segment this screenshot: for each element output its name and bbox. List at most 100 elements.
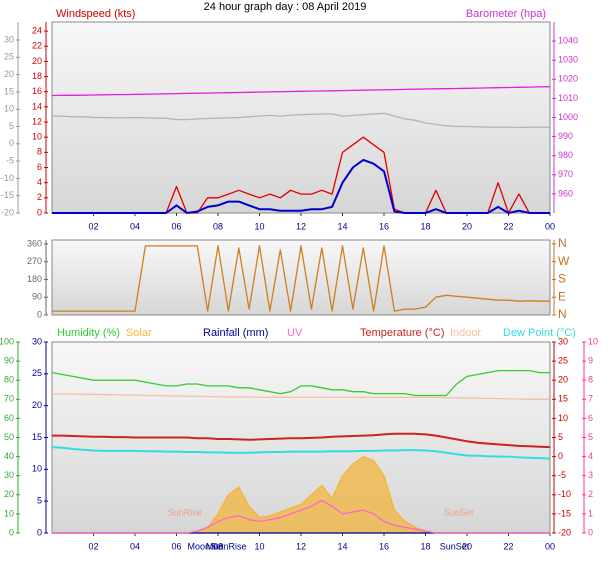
- y-tick-label: 25: [32, 368, 42, 378]
- y-tick-label: 2: [588, 489, 593, 499]
- y-tick-label: 980: [558, 150, 573, 160]
- x-tick-label: 16: [379, 221, 389, 231]
- y-tick-label: 180: [27, 274, 42, 284]
- y-tick-label: 8: [37, 147, 42, 157]
- y-tick-label: 25: [4, 52, 14, 62]
- y-tick-label: 7: [588, 394, 593, 404]
- annotation: SunSet: [440, 541, 470, 551]
- y-tick-label: 5: [9, 121, 14, 131]
- y-tick-label: 10: [558, 413, 568, 423]
- legend-entry: Rainfall (mm): [203, 327, 268, 339]
- y-tick-label: 1040: [558, 35, 578, 45]
- x-tick-label: 10: [254, 221, 264, 231]
- y-tick-label: 20: [4, 69, 14, 79]
- y-tick-label: 12: [32, 116, 42, 126]
- legend-entry: Dew Point (°C): [503, 327, 576, 339]
- y-tick-label: 360: [27, 238, 42, 248]
- y-tick-label: 10: [4, 508, 14, 518]
- legend-entry: Solar: [126, 327, 152, 339]
- y-tick-label: -5: [558, 470, 566, 480]
- annotation: SunSet: [444, 507, 474, 517]
- x-tick-label: 08: [213, 221, 223, 231]
- series-line: [52, 432, 551, 449]
- annotation: SunRise: [168, 507, 202, 517]
- y-tick-label: 970: [558, 169, 573, 179]
- y-tick-label: 8: [588, 375, 593, 385]
- series-line: [52, 158, 550, 214]
- series-line: [51, 446, 551, 460]
- y-tick-label: 5: [558, 432, 563, 442]
- legend-entry: UV: [287, 327, 303, 339]
- y-tick-label: 10: [4, 104, 14, 114]
- x-tick-label: 20: [462, 541, 472, 551]
- y-tick-label: 0: [558, 451, 563, 461]
- x-tick-label: 02: [88, 541, 98, 551]
- series-line: [51, 86, 551, 97]
- x-tick-label: 00: [545, 221, 555, 231]
- y-tick-label: 10: [32, 464, 42, 474]
- annotation: MoonRise: [206, 541, 247, 551]
- x-tick-label: 10: [254, 541, 264, 551]
- y-tick-label: 0: [37, 309, 42, 319]
- y-tick-label: 15: [32, 432, 42, 442]
- y-tick-label: 10: [588, 336, 598, 346]
- legend-entry: Humidity (%): [57, 327, 120, 339]
- y-tick-label: 0: [9, 527, 14, 537]
- y-tick-label: -20: [558, 527, 571, 537]
- y-tick-label: N: [558, 236, 567, 250]
- series-line: [52, 245, 550, 312]
- y-tick-label: S: [558, 272, 566, 286]
- y-tick-label: 25: [558, 355, 568, 365]
- series-line: [52, 112, 550, 129]
- y-tick-label: 18: [32, 71, 42, 81]
- y-tick-label: 70: [4, 394, 14, 404]
- x-tick-label: 22: [503, 221, 513, 231]
- axis-title: Barometer (hpa): [466, 8, 546, 20]
- axis-title: Windspeed (kts): [56, 8, 135, 20]
- y-tick-label: 0: [9, 138, 14, 148]
- y-tick-label: -15: [1, 190, 14, 200]
- x-tick-label: 00: [545, 541, 555, 551]
- y-tick-label: 4: [588, 451, 593, 461]
- y-tick-label: E: [558, 289, 566, 303]
- y-tick-label: 1010: [558, 93, 578, 103]
- y-tick-label: 100: [0, 336, 14, 346]
- y-tick-label: 5: [37, 496, 42, 506]
- x-tick-label: 14: [337, 541, 347, 551]
- y-tick-label: 30: [558, 336, 568, 346]
- y-tick-label: N: [558, 307, 567, 321]
- y-tick-label: 20: [4, 489, 14, 499]
- y-tick-label: 6: [588, 413, 593, 423]
- legend-entry: Temperature (°C): [360, 327, 444, 339]
- y-tick-label: 60: [4, 413, 14, 423]
- y-tick-label: -5: [6, 155, 14, 165]
- x-tick-label: 18: [420, 541, 430, 551]
- y-tick-label: 16: [32, 86, 42, 96]
- y-tick-label: 5: [588, 432, 593, 442]
- y-tick-label: 0: [37, 207, 42, 217]
- x-tick-label: 16: [379, 541, 389, 551]
- y-tick-label: 960: [558, 188, 573, 198]
- y-tick-label: 990: [558, 131, 573, 141]
- y-tick-label: 30: [32, 336, 42, 346]
- y-tick-label: 270: [27, 256, 42, 266]
- y-tick-label: 22: [32, 41, 42, 51]
- y-tick-label: 20: [32, 400, 42, 410]
- y-tick-label: -20: [1, 207, 14, 217]
- y-tick-label: 30: [4, 470, 14, 480]
- y-tick-label: 4: [37, 177, 42, 187]
- y-tick-label: 1020: [558, 74, 578, 84]
- y-tick-label: 0: [37, 527, 42, 537]
- y-tick-label: 30: [4, 34, 14, 44]
- x-tick-label: 12: [296, 221, 306, 231]
- y-tick-label: 14: [32, 101, 42, 111]
- y-tick-label: 20: [558, 375, 568, 385]
- y-tick-label: 2: [37, 192, 42, 202]
- plot-area: [51, 239, 551, 316]
- annotation: MoonSet: [188, 541, 225, 551]
- series-line: [51, 369, 550, 397]
- x-tick-label: 22: [503, 541, 513, 551]
- y-tick-label: -10: [1, 173, 14, 183]
- x-tick-label: 06: [171, 541, 181, 551]
- y-tick-label: 80: [4, 375, 14, 385]
